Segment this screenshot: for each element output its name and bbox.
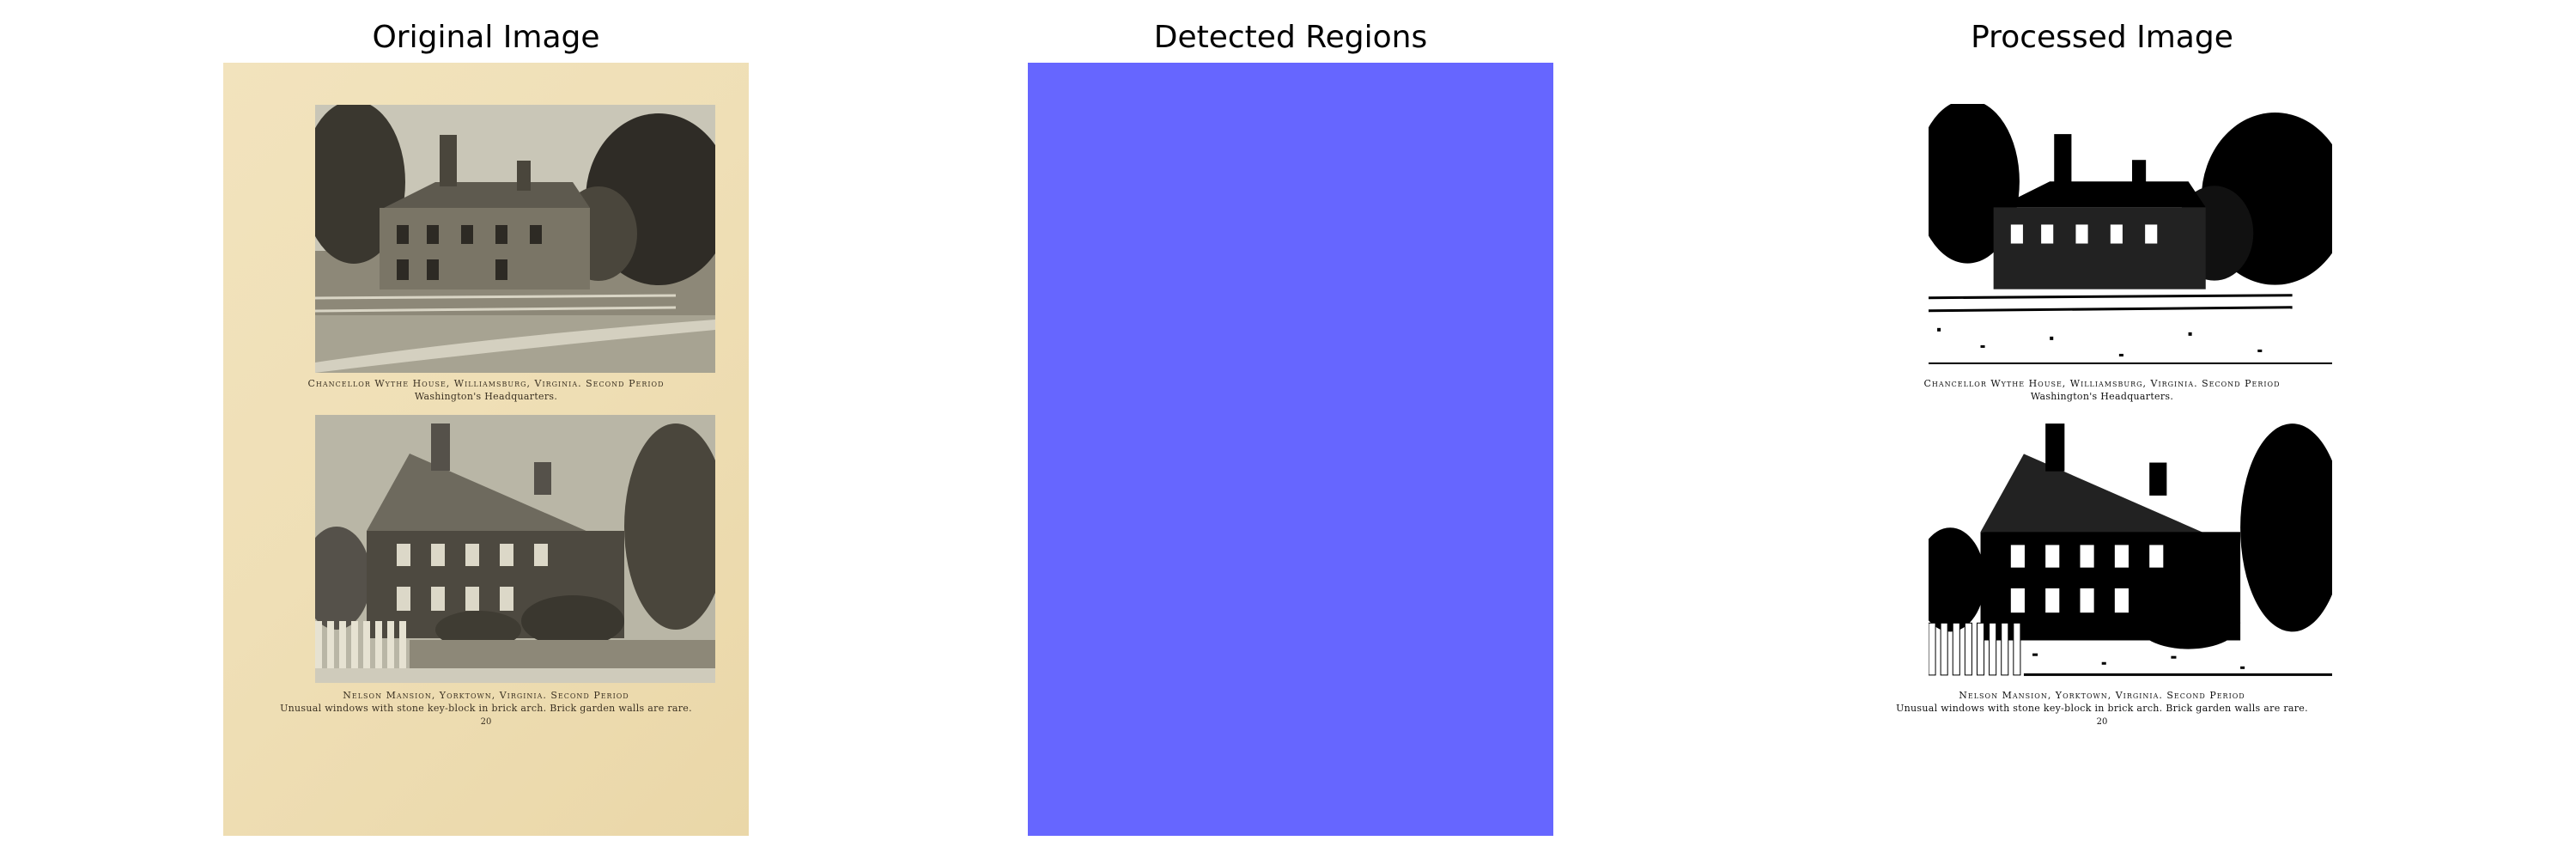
- original-image-title: Original Image: [372, 20, 600, 55]
- caption-top-line2: Washington's Headquarters.: [414, 391, 558, 402]
- processed-page: Chancellor Wythe House, Williamsburg, Vi…: [1839, 63, 2365, 836]
- detected-regions-title: Detected Regions: [1153, 20, 1428, 55]
- caption-bottom-line2: Unusual windows with stone key-block in …: [280, 703, 692, 714]
- caption-bottom-line1: Nelson Mansion, Yorktown, Virginia. Seco…: [343, 690, 629, 701]
- processed-caption-top-line2: Washington's Headquarters.: [2030, 391, 2174, 402]
- processed-caption-bottom-line2: Unusual windows with stone key-block in …: [1896, 703, 2308, 714]
- processed-nelson-mansion-photo: [1929, 415, 2332, 685]
- caption-top-line1: Chancellor Wythe House, Williamsburg, Vi…: [307, 378, 665, 389]
- wythe-house-photo: [315, 105, 715, 373]
- processed-caption-bottom-line1: Nelson Mansion, Yorktown, Virginia. Seco…: [1959, 690, 2245, 701]
- page-number: 20: [480, 717, 492, 727]
- detected-regions-mask: [1028, 63, 1553, 836]
- processed-wythe-house-photo: [1929, 104, 2332, 373]
- nelson-mansion-photo: [315, 415, 715, 683]
- processed-page-number: 20: [2096, 717, 2108, 727]
- processed-image-title: Processed Image: [1971, 20, 2233, 55]
- original-page: Chancellor Wythe House, Williamsburg, Vi…: [223, 63, 749, 836]
- processed-caption-top-line1: Chancellor Wythe House, Williamsburg, Vi…: [1923, 378, 2281, 389]
